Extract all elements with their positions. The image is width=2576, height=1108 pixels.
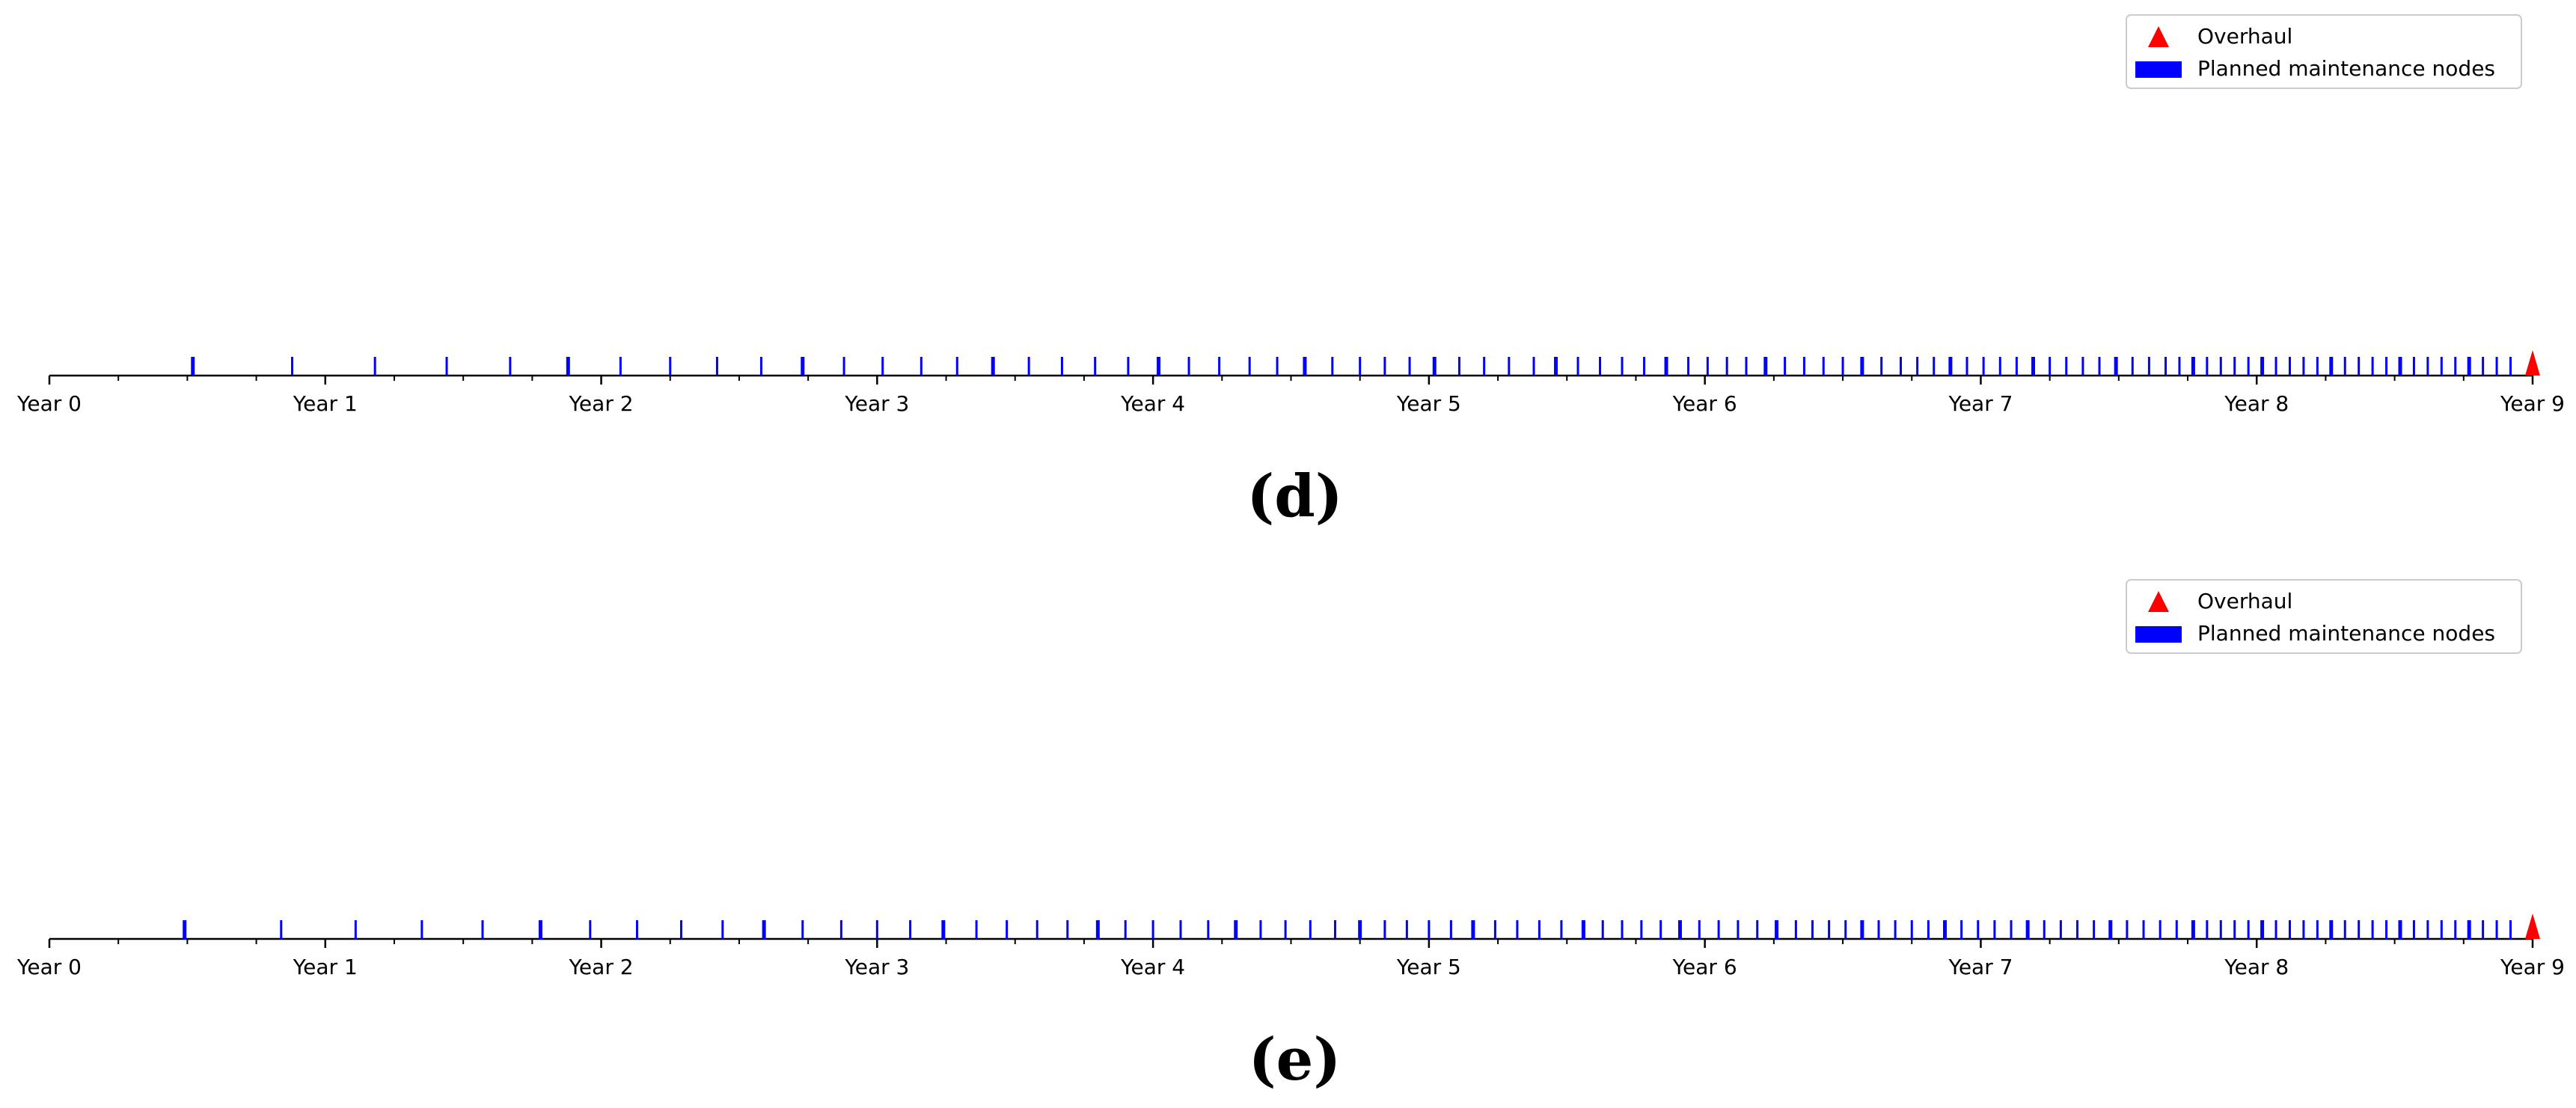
x-tick-label: Year 6: [1672, 955, 1737, 979]
x-tick-label: Year 9: [2500, 955, 2565, 979]
legend-box: [2126, 14, 2522, 89]
legend: Overhaul Planned maintenance nodes: [2126, 14, 2522, 89]
legend-label-nodes: Planned maintenance nodes: [2197, 56, 2495, 81]
legend-label-overhaul: Overhaul: [2197, 589, 2292, 613]
x-tick-label: Year 7: [1948, 955, 2013, 979]
x-tick-label: Year 1: [293, 955, 358, 979]
x-tick-label: Year 9: [2500, 391, 2565, 416]
legend-label-overhaul: Overhaul: [2197, 24, 2292, 49]
legend-triangle-icon: [2148, 591, 2169, 612]
legend-triangle-icon: [2148, 26, 2169, 47]
x-tick-label: Year 0: [16, 955, 82, 979]
legend-label-nodes: Planned maintenance nodes: [2197, 621, 2495, 646]
x-tick-label: Year 2: [569, 955, 634, 979]
x-tick-label: Year 1: [293, 391, 358, 416]
x-tick-label: Year 7: [1948, 391, 2013, 416]
x-tick-label: Year 4: [1120, 955, 1185, 979]
overhaul-marker: [2525, 913, 2540, 939]
overhaul-marker: [2525, 350, 2540, 376]
legend-box: [2126, 579, 2522, 654]
legend-bar-icon: [2135, 626, 2182, 643]
x-tick-label: Year 4: [1120, 391, 1185, 416]
x-tick-label: Year 8: [2224, 391, 2289, 416]
panel-caption: (e): [1249, 1026, 1341, 1094]
x-tick-label: Year 6: [1672, 391, 1737, 416]
panel-caption: (d): [1246, 462, 1342, 530]
x-tick-label: Year 5: [1396, 955, 1461, 979]
legend: Overhaul Planned maintenance nodes: [2126, 579, 2522, 654]
x-tick-label: Year 3: [844, 955, 909, 979]
x-tick-label: Year 2: [569, 391, 634, 416]
x-tick-label: Year 5: [1396, 391, 1461, 416]
timeline-panel-d: Year 0 Year 1 Year 2 Year 3 Year 4 Year 5 Year…: [16, 14, 2565, 530]
timeline-panel-e: Year 0 Year 1 Year 2 Year 3 Year 4 Year 5 Year…: [16, 579, 2565, 1094]
legend-bar-icon: [2135, 61, 2182, 78]
x-tick-label: Year 0: [16, 391, 82, 416]
x-tick-label: Year 3: [844, 391, 909, 416]
x-tick-label: Year 8: [2224, 955, 2289, 979]
